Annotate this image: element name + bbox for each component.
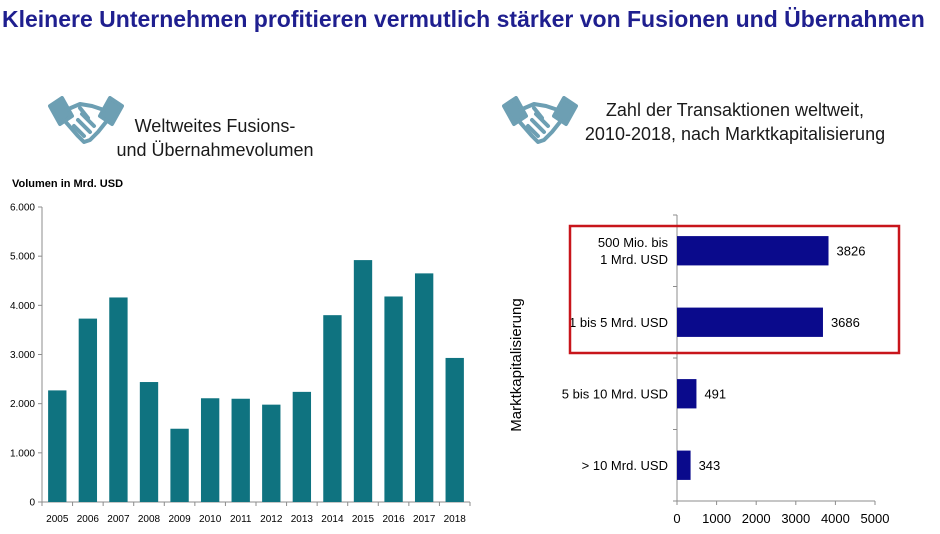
x-tick-label: 1000: [702, 511, 731, 526]
x-tick-label: 3000: [781, 511, 810, 526]
y-axis-label: Volumen in Mrd. USD: [12, 178, 123, 190]
transactions-bar-chart: Marktkapitalisierung 0 1000 2000 3000 4000 500…: [508, 214, 901, 526]
x-tick-label: 0: [673, 511, 680, 526]
y-tick-label: 1 Mrd. USD: [600, 252, 668, 267]
data-label: 3826: [837, 243, 866, 258]
y-tick-label: 5.000: [10, 252, 35, 263]
bar: [353, 260, 373, 502]
x-tick-label: 2016: [382, 514, 405, 525]
bar: [414, 273, 434, 502]
bar: [109, 297, 128, 502]
x-tick-label: 5000: [861, 511, 890, 526]
x-tick-label: 2015: [352, 514, 375, 525]
x-tick-label: 2000: [742, 511, 771, 526]
bar: [200, 398, 220, 502]
data-label: 491: [704, 386, 726, 401]
page-title: Kleinere Unternehmen profitieren vermutl…: [2, 6, 925, 32]
bar: [677, 307, 823, 337]
left-heading-line2: und Übernahmevolumen: [116, 140, 314, 160]
bar: [139, 382, 159, 502]
x-tick-label: 2014: [321, 514, 344, 525]
bar: [78, 318, 98, 502]
right-chart-heading: Zahl der Transaktionen weltweit, 2010-20…: [560, 98, 910, 146]
y-tick-label: 5 bis 10 Mrd. USD: [562, 386, 668, 401]
x-tick-label: 2013: [291, 514, 314, 525]
volume-bar-chart: Volumen in Mrd. USD 0 1.000 2.000 3.000 4.000…: [10, 178, 471, 525]
highlight-box: [568, 224, 901, 355]
left-chart-heading: Weltweites Fusions- und Übernahmevolumen: [100, 114, 330, 162]
y-tick-label: 2.000: [10, 399, 35, 410]
handshake-icon: [48, 96, 124, 144]
x-tick-label: 2005: [46, 514, 69, 525]
bar: [677, 236, 829, 266]
left-heading-line1: Weltweites Fusions-: [134, 116, 296, 136]
bar: [384, 296, 403, 502]
data-label: 3686: [831, 315, 860, 330]
x-tick-label: 2006: [77, 514, 100, 525]
bar: [677, 379, 697, 409]
x-tick-label: 2008: [138, 514, 161, 525]
y-axis-label: Marktkapitalisierung: [508, 298, 525, 431]
y-tick-label: 500 Mio. bis: [598, 235, 669, 250]
x-tick-label: 2007: [107, 514, 130, 525]
handshake-icon: [502, 96, 578, 144]
bar: [48, 390, 67, 502]
right-heading-line1: Zahl der Transaktionen weltweit,: [605, 100, 865, 120]
x-tick-label: 4000: [821, 511, 850, 526]
bar: [262, 404, 281, 502]
y-tick-label: 1 bis 5 Mrd. USD: [569, 315, 668, 330]
x-tick-label: 2018: [444, 514, 467, 525]
right-heading-line2: 2010-2018, nach Marktkapitalisierung: [584, 124, 886, 144]
data-label: 343: [699, 458, 721, 473]
bar: [170, 428, 189, 502]
bar: [231, 398, 250, 502]
x-tick-label: 2010: [199, 514, 222, 525]
bar: [292, 391, 312, 502]
bar: [677, 450, 691, 480]
x-tick-label: 2009: [168, 514, 191, 525]
y-tick-label: 6.000: [10, 203, 35, 214]
x-tick-label: 2011: [230, 514, 252, 525]
y-tick-label: 1.000: [10, 448, 35, 459]
y-tick-label: 4.000: [10, 301, 35, 312]
y-tick-label: > 10 Mrd. USD: [582, 458, 668, 473]
y-tick-label: 3.000: [10, 350, 35, 361]
y-tick-label: 0: [29, 498, 35, 509]
x-tick-label: 2012: [260, 514, 283, 525]
x-tick-label: 2017: [413, 514, 436, 525]
bar: [445, 357, 464, 502]
bar: [323, 315, 342, 502]
